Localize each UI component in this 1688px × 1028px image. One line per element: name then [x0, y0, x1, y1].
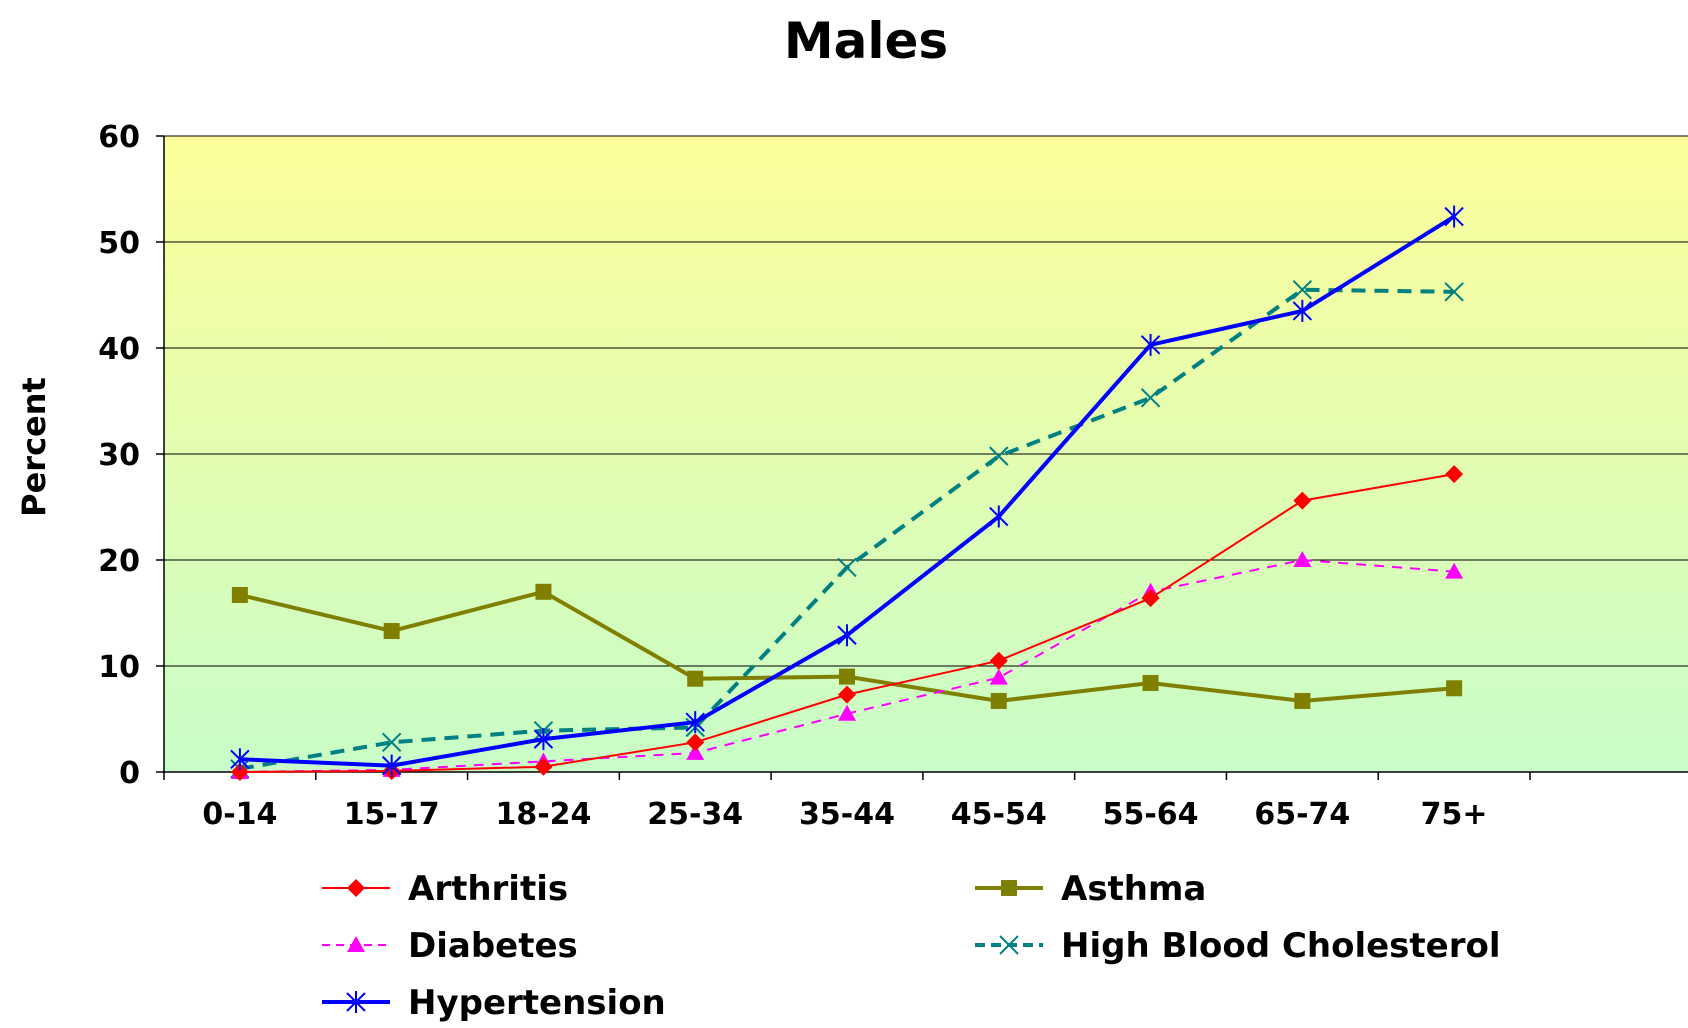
data-point-hypertension [685, 711, 705, 734]
legend-marker [1001, 880, 1017, 896]
x-tick-label: 65-74 [1254, 797, 1350, 832]
data-point-high-blood-cholesterol [1140, 388, 1161, 408]
data-point-hypertension [837, 624, 857, 647]
legend-marker [999, 935, 1019, 955]
data-point-arthritis [989, 651, 1008, 670]
data-point-high-blood-cholesterol [837, 557, 857, 578]
data-point-hypertension [230, 748, 250, 771]
y-tick-label: 20 [98, 544, 140, 579]
data-point-hypertension [1292, 299, 1313, 322]
data-point-hypertension [989, 505, 1009, 528]
legend-item-asthma: Asthma [975, 869, 1206, 909]
data-point-arthritis [1293, 491, 1312, 510]
legend-marker [347, 936, 365, 952]
y-tick-label: 10 [98, 650, 140, 685]
series-asthma [231, 583, 1463, 709]
data-point-asthma [383, 623, 400, 640]
data-point-hypertension [381, 754, 402, 777]
data-point-diabetes [1445, 562, 1464, 579]
legend-label: Diabetes [408, 926, 578, 966]
data-point-asthma [1446, 680, 1463, 697]
legend: Arthritis Asthma Diabetes High Blood Choles… [322, 869, 1501, 1023]
legend-item-arthritis: Arthritis [322, 869, 568, 909]
data-point-diabetes [989, 668, 1008, 685]
x-tick-label: 15-17 [344, 797, 440, 832]
legend-marker [347, 879, 365, 897]
data-point-asthma [839, 668, 855, 685]
data-point-high-blood-cholesterol [989, 446, 1009, 466]
data-point-asthma [990, 692, 1007, 709]
legend-label: Asthma [1061, 869, 1206, 909]
legend-item-high-blood-cholesterol: High Blood Cholesterol [975, 926, 1501, 966]
data-point-hypertension [1444, 205, 1464, 228]
plot-area: 0 10 20 30 40 50 60 0-14 15-17 18-24 25-34 35-44 45-… [98, 120, 1688, 832]
data-point-arthritis [1141, 589, 1160, 608]
legend-item-hypertension: Hypertension [322, 983, 666, 1023]
legend-marker [346, 991, 366, 1013]
y-axis-label: Percent [15, 377, 53, 517]
data-point-arthritis [686, 733, 705, 752]
data-point-asthma [1142, 674, 1159, 691]
data-point-high-blood-cholesterol [381, 732, 402, 753]
data-point-diabetes [838, 704, 856, 721]
x-tick-label: 18-24 [495, 797, 591, 832]
x-tick-label: 0-14 [202, 797, 277, 832]
legend-label: Hypertension [408, 983, 666, 1023]
data-point-arthritis [230, 763, 249, 781]
data-point-hypertension [533, 728, 554, 751]
data-point-high-blood-cholesterol [1292, 279, 1313, 300]
series-arthritis [230, 465, 1464, 781]
data-point-arthritis [534, 757, 553, 776]
y-tick-label: 60 [98, 120, 140, 155]
x-tick-label: 35-44 [799, 797, 895, 832]
data-point-arthritis [838, 685, 856, 704]
data-point-hypertension [1140, 333, 1161, 356]
y-tick-label: 50 [98, 226, 140, 261]
chart-title: Males [784, 12, 948, 70]
legend-label: Arthritis [408, 869, 568, 909]
data-point-asthma [1294, 692, 1311, 709]
data-point-diabetes [686, 743, 705, 760]
data-point-arthritis [1445, 465, 1464, 484]
y-tick-label: 30 [98, 438, 140, 473]
y-tick-label: 0 [119, 756, 140, 791]
data-point-asthma [535, 583, 552, 600]
x-tick-label: 45-54 [951, 797, 1047, 832]
data-point-high-blood-cholesterol [1444, 282, 1464, 302]
x-tick-label: 75+ [1421, 797, 1488, 832]
series-hypertension [230, 205, 1464, 777]
x-tick-label: 55-64 [1103, 797, 1199, 832]
legend-item-diabetes: Diabetes [322, 926, 578, 966]
data-point-diabetes [1293, 551, 1312, 567]
data-point-asthma [687, 670, 704, 687]
y-tick-label: 40 [98, 332, 140, 367]
data-point-asthma [231, 586, 248, 603]
x-tick-label: 25-34 [647, 797, 743, 832]
legend-label: High Blood Cholesterol [1061, 926, 1501, 966]
